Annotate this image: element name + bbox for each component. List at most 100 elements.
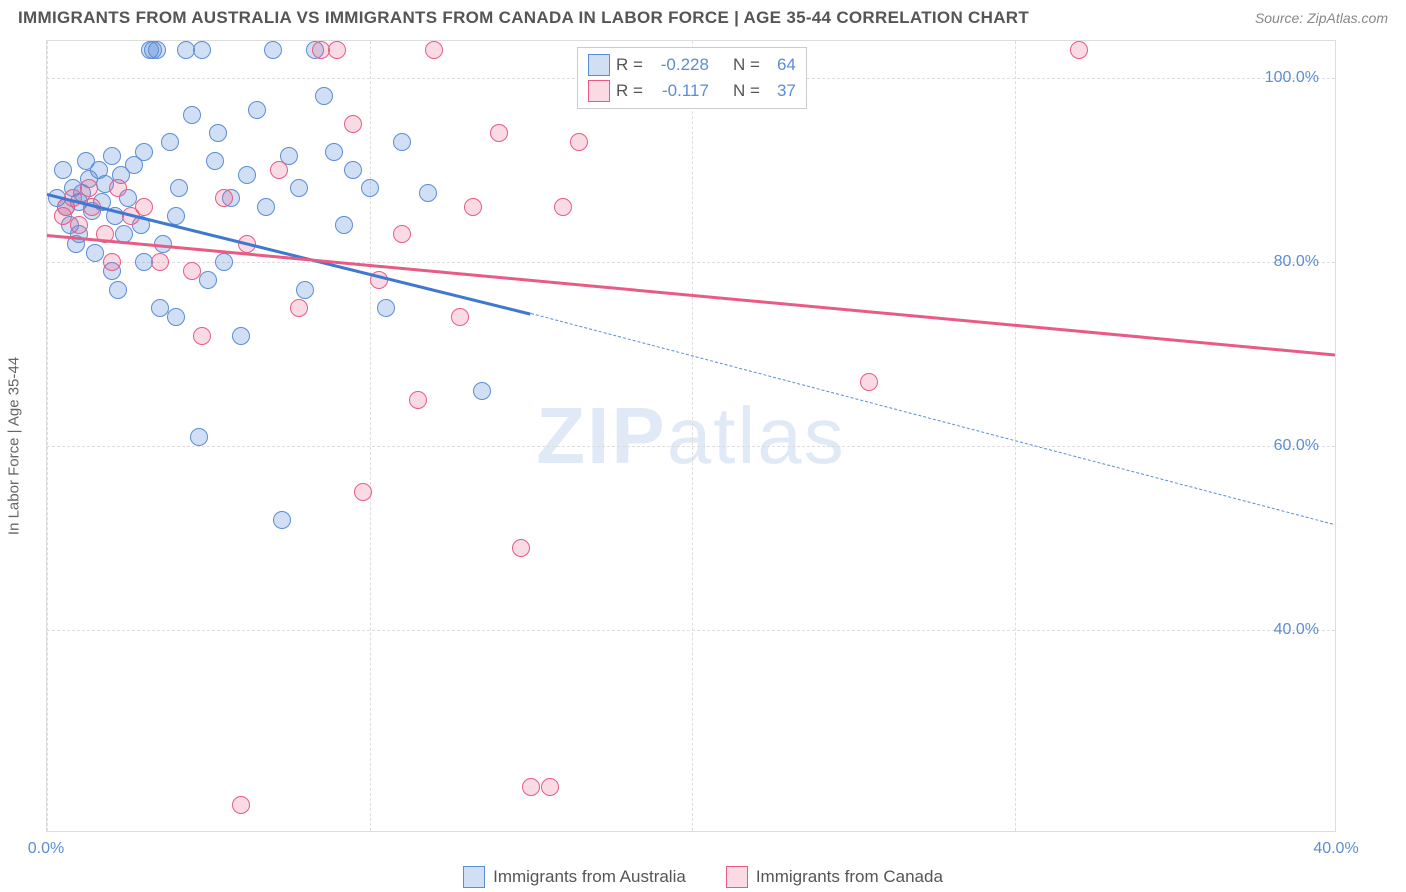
data-point (270, 161, 288, 179)
data-point (183, 262, 201, 280)
data-point (344, 115, 362, 133)
gridline-vertical (370, 41, 371, 831)
watermark-bold: ZIP (536, 391, 666, 480)
data-point (109, 281, 127, 299)
legend-label: Immigrants from Canada (756, 867, 943, 887)
chart-plot-area: ZIPatlas 40.0% 60.0% 80.0% 100.0% R = -0.228 N… (46, 40, 1336, 832)
data-point (860, 373, 878, 391)
watermark-light: atlas (667, 391, 846, 480)
data-point (554, 198, 572, 216)
gridline-vertical (692, 41, 693, 831)
data-point (109, 179, 127, 197)
y-tick-label: 80.0% (1274, 253, 1319, 271)
legend-swatch (463, 866, 485, 888)
legend-bottom: Immigrants from Australia Immigrants from… (0, 866, 1406, 888)
legend-row: R = -0.228 N = 64 (588, 52, 796, 78)
legend-correlation-box: R = -0.228 N = 64 R = -0.117 N = 37 (577, 47, 807, 109)
legend-r-label: R = (616, 81, 643, 101)
data-point (193, 41, 211, 59)
source-label: Source: ZipAtlas.com (1255, 10, 1388, 26)
legend-row: R = -0.117 N = 37 (588, 78, 796, 104)
data-point (377, 299, 395, 317)
data-point (238, 166, 256, 184)
data-point (335, 216, 353, 234)
data-point (209, 124, 227, 142)
data-point (232, 327, 250, 345)
legend-n-label: N = (733, 55, 760, 75)
legend-swatch (588, 80, 610, 102)
data-point (151, 299, 169, 317)
data-point (328, 41, 346, 59)
data-point (248, 101, 266, 119)
legend-item: Immigrants from Australia (463, 866, 686, 888)
data-point (54, 161, 72, 179)
gridline-horizontal (47, 262, 1335, 263)
gridline-vertical (1015, 41, 1016, 831)
data-point (290, 299, 308, 317)
legend-r-label: R = (616, 55, 643, 75)
legend-n-value: 64 (766, 55, 796, 75)
data-point (361, 179, 379, 197)
data-point (1070, 41, 1088, 59)
data-point (215, 253, 233, 271)
data-point (344, 161, 362, 179)
y-tick-label: 40.0% (1274, 621, 1319, 639)
y-tick-label: 100.0% (1265, 69, 1319, 87)
legend-swatch (588, 54, 610, 76)
data-point (161, 133, 179, 151)
data-point (135, 143, 153, 161)
legend-r-value: -0.228 (649, 55, 709, 75)
data-point (103, 253, 121, 271)
data-point (151, 253, 169, 271)
data-point (135, 198, 153, 216)
data-point (315, 87, 333, 105)
data-point (425, 41, 443, 59)
data-point (103, 147, 121, 165)
data-point (264, 41, 282, 59)
legend-label: Immigrants from Australia (493, 867, 686, 887)
data-point (80, 179, 98, 197)
data-point (190, 428, 208, 446)
data-point (296, 281, 314, 299)
data-point (419, 184, 437, 202)
data-point (290, 179, 308, 197)
data-point (451, 308, 469, 326)
data-point (273, 511, 291, 529)
data-point (409, 391, 427, 409)
legend-item: Immigrants from Canada (726, 866, 943, 888)
data-point (77, 152, 95, 170)
data-point (257, 198, 275, 216)
y-tick-label: 60.0% (1274, 437, 1319, 455)
watermark: ZIPatlas (536, 390, 845, 482)
gridline-vertical (47, 41, 48, 831)
gridline-horizontal (47, 446, 1335, 447)
data-point (206, 152, 224, 170)
header-bar: IMMIGRANTS FROM AUSTRALIA VS IMMIGRANTS … (0, 0, 1406, 32)
data-point (167, 207, 185, 225)
data-point (86, 244, 104, 262)
legend-n-label: N = (733, 81, 760, 101)
legend-r-value: -0.117 (649, 81, 709, 101)
data-point (354, 483, 372, 501)
gridline-horizontal (47, 630, 1335, 631)
data-point (325, 143, 343, 161)
data-point (199, 271, 217, 289)
data-point (473, 382, 491, 400)
data-point (490, 124, 508, 142)
chart-title: IMMIGRANTS FROM AUSTRALIA VS IMMIGRANTS … (18, 8, 1029, 28)
data-point (512, 539, 530, 557)
x-tick-label: 0.0% (28, 840, 64, 858)
y-axis-label: In Labor Force | Age 35-44 (6, 357, 23, 535)
data-point (232, 796, 250, 814)
data-point (541, 778, 559, 796)
data-point (393, 133, 411, 151)
legend-n-value: 37 (766, 81, 796, 101)
data-point (183, 106, 201, 124)
data-point (215, 189, 233, 207)
data-point (144, 41, 162, 59)
data-point (167, 308, 185, 326)
x-tick-label: 40.0% (1313, 840, 1358, 858)
data-point (70, 216, 88, 234)
legend-swatch (726, 866, 748, 888)
data-point (193, 327, 211, 345)
